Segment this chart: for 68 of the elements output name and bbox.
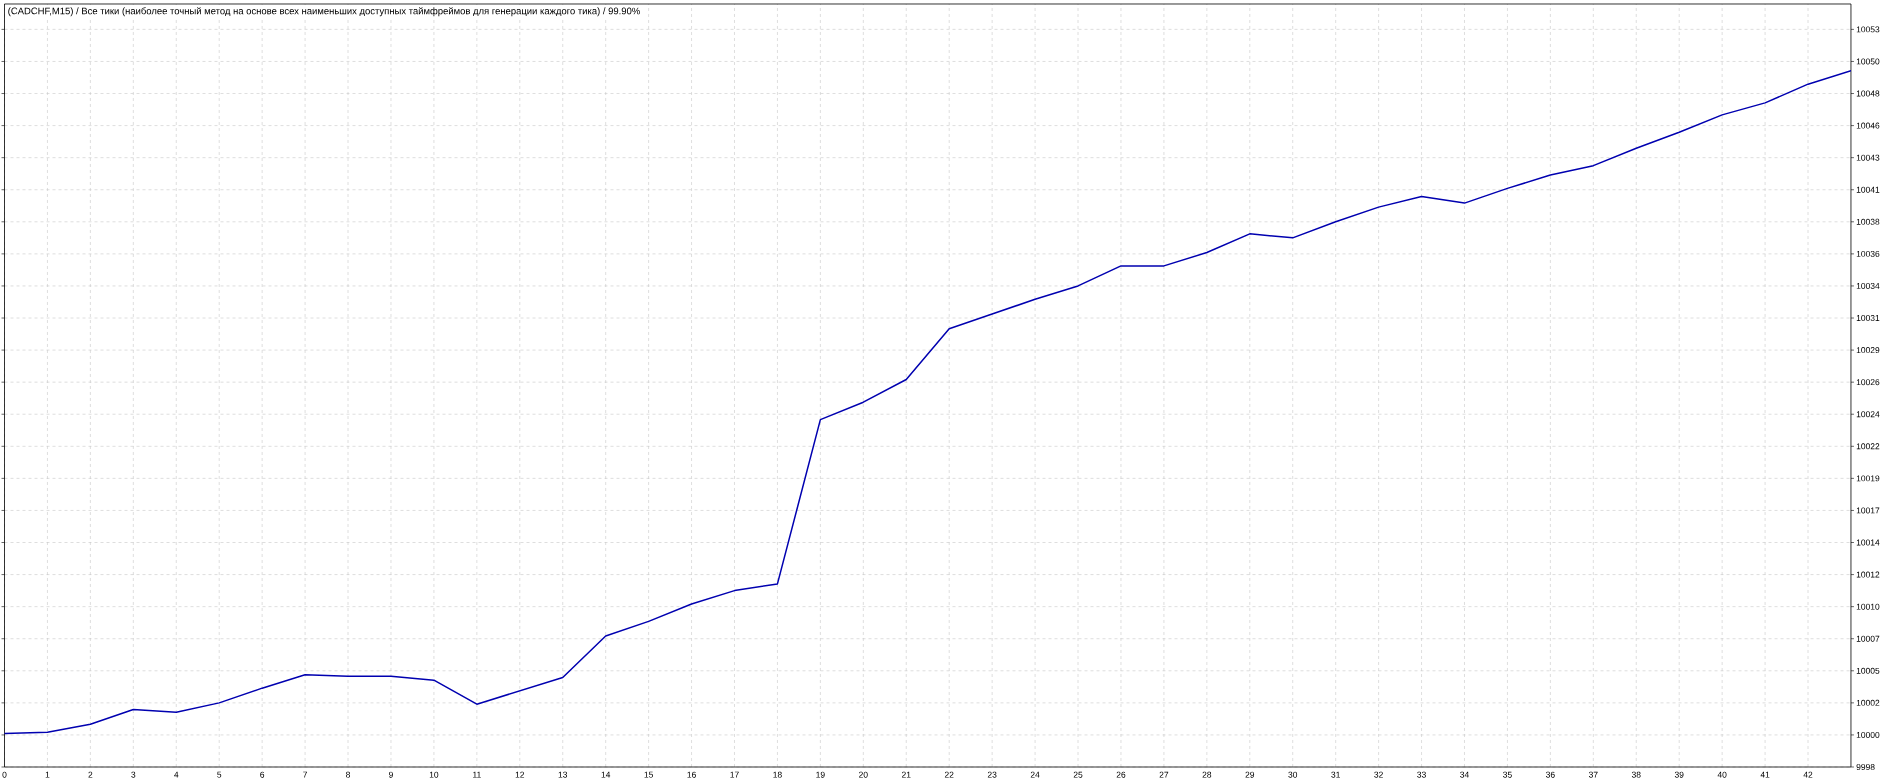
x-tick-label: 24: [1030, 771, 1040, 778]
x-tick-label: 12: [515, 771, 525, 778]
x-tick-label: 31: [1331, 771, 1340, 778]
x-tick-label: 34: [1460, 771, 1469, 778]
x-tick-label: 0: [2, 771, 7, 778]
y-tick-label: 10007: [1856, 635, 1880, 642]
y-tick-label: 10002: [1856, 699, 1880, 706]
y-tick-label: 10000: [1856, 731, 1880, 738]
y-tick-label: 10036: [1856, 250, 1880, 257]
y-tick-label: 10041: [1856, 186, 1880, 193]
x-tick-label: 38: [1631, 771, 1641, 778]
x-tick-label: 27: [1159, 771, 1169, 778]
y-tick-label: 10038: [1856, 218, 1880, 225]
x-tick-label: 35: [1503, 771, 1512, 778]
y-tick-label: 10029: [1856, 347, 1880, 354]
y-tick-label: 10053: [1856, 26, 1880, 33]
x-tick-label: 42: [1803, 771, 1813, 778]
y-tick-label: 10050: [1856, 58, 1880, 65]
x-tick-label: 16: [687, 771, 696, 778]
y-tick-label: 10012: [1856, 571, 1880, 578]
y-tick-label: 10031: [1856, 315, 1880, 322]
y-tick-label: 10046: [1856, 122, 1880, 129]
x-tick-label: 15: [644, 771, 653, 778]
x-tick-label: 23: [987, 771, 997, 778]
x-tick-label: 20: [859, 771, 868, 778]
x-tick-label: 5: [217, 771, 222, 778]
x-tick-label: 25: [1073, 771, 1083, 778]
y-tick-label: 10043: [1856, 154, 1880, 161]
y-tick-label: 10010: [1856, 603, 1880, 610]
y-tick-label: 10026: [1856, 379, 1880, 386]
x-tick-label: 14: [601, 771, 611, 778]
x-tick-label: 10: [429, 771, 439, 778]
x-tick-label: 2: [88, 771, 93, 778]
x-tick-label: 11: [473, 771, 481, 778]
x-tick-label: 13: [558, 771, 568, 778]
x-tick-label: 40: [1717, 771, 1727, 778]
x-tick-label: 28: [1202, 771, 1212, 778]
y-tick-label: 10014: [1856, 539, 1880, 546]
x-tick-label: 30: [1288, 771, 1298, 778]
x-tick-label: 22: [944, 771, 954, 778]
y-tick-label: 10022: [1856, 443, 1880, 450]
x-tick-label: 36: [1546, 771, 1555, 778]
x-tick-label: 18: [773, 771, 782, 778]
y-tick-label: 10048: [1856, 90, 1880, 97]
x-tick-label: 3: [131, 771, 136, 778]
x-tick-label: 7: [303, 771, 308, 778]
y-tick-label: 10017: [1856, 507, 1880, 514]
x-tick-label: 17: [730, 771, 739, 778]
x-tick-label: 39: [1674, 771, 1684, 778]
y-tick-label: 10024: [1856, 411, 1880, 418]
chart-title: (CADCHF,M15) / Все тики (наиболее точный метод на основе всех наименьших доступных таймфреймов для генерации каждого тика) / 99.90%: [8, 7, 640, 17]
x-tick-label: 26: [1116, 771, 1126, 778]
x-tick-label: 37: [1588, 771, 1598, 778]
x-tick-label: 8: [346, 771, 351, 778]
y-tick-label: 10005: [1856, 667, 1880, 674]
x-tick-label: 21: [901, 771, 911, 778]
y-tick-label: 10019: [1856, 475, 1880, 482]
x-tick-label: 33: [1417, 771, 1426, 778]
x-tick-label: 9: [389, 771, 393, 778]
x-tick-label: 1: [45, 771, 50, 778]
x-tick-label: 4: [174, 771, 179, 778]
x-tick-label: 41: [1760, 771, 1770, 778]
x-tick-label: 6: [260, 771, 265, 778]
y-tick-label: 9998: [1856, 764, 1875, 770]
x-tick-label: 19: [816, 771, 825, 778]
x-tick-label: 32: [1374, 771, 1383, 778]
x-tick-label: 29: [1245, 771, 1255, 778]
y-tick-label: 10034: [1856, 282, 1880, 289]
